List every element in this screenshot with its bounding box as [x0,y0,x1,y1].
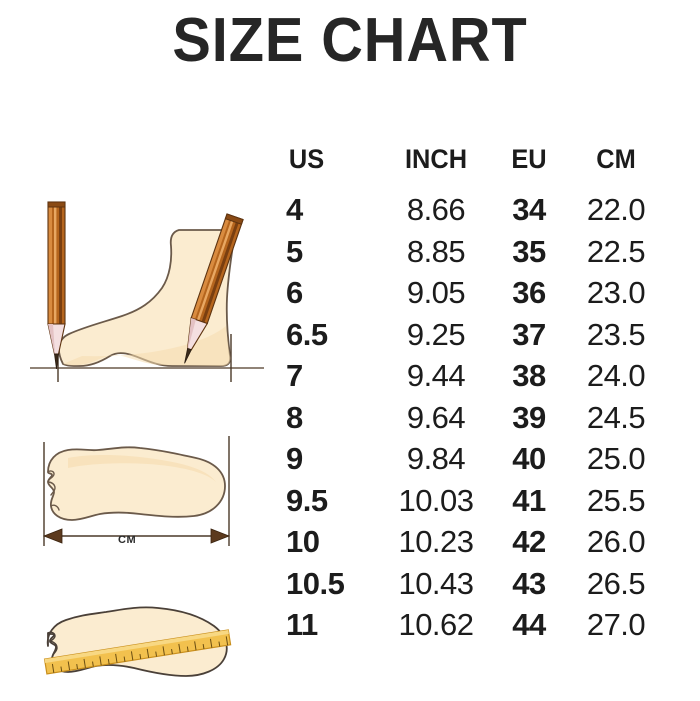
cell-cm: 24.5 [586,399,646,435]
cell-cm: 23.0 [586,275,646,310]
cell-us: 8 [286,399,303,435]
cell-eu: 36 [512,275,546,310]
footprint-dimension-illustration [28,424,248,559]
dimension-extension-lines [43,436,230,546]
cell-inch: 9.05 [406,275,466,310]
foot-side-view-with-pencils-illustration [22,196,272,391]
cell-eu: 37 [512,316,546,352]
table-row: 7 9.44 38 24.0 [286,355,664,397]
table-row: 5 8.85 35 22.5 [286,231,664,273]
cell-eu: 41 [512,482,546,518]
footprint-toe-scallops [47,470,60,511]
cell-us: 10 [286,524,320,559]
dimension-label-cm: CM [118,534,137,546]
size-chart-table-wrapper: US INCH EU CM 4 8.66 34 22.0 5 8.85 35 22.5 6 9.0… [286,144,664,646]
cell-inch: 8.85 [406,233,466,269]
cell-us: 9.5 [286,482,328,518]
table-row: 6 9.05 36 23.0 [286,272,664,314]
cell-inch: 10.43 [398,565,474,601]
size-chart-table: US INCH EU CM 4 8.66 34 22.0 5 8.85 35 22.5 6 9.0… [286,144,664,646]
cell-eu: 39 [512,399,546,435]
cell-eu: 38 [512,358,546,393]
cell-inch: 10.03 [398,482,474,518]
cell-eu: 43 [512,565,546,601]
cell-eu: 35 [512,233,546,269]
pencil-right [184,213,244,364]
cell-inch: 9.44 [406,358,466,393]
column-header-cm: CM [596,144,636,174]
cell-inch: 9.64 [406,399,466,435]
table-row: 8 9.64 39 24.5 [286,397,664,439]
table-row: 6.5 9.25 37 23.5 [286,314,664,356]
cell-cm: 23.5 [586,316,646,352]
cell-cm: 25.5 [586,482,646,518]
table-row: 10 10.23 42 26.0 [286,521,664,563]
table-body: 4 8.66 34 22.0 5 8.85 35 22.5 6 9.05 36 23.0 6.5 9.25… [286,189,664,646]
pencil-left [47,201,66,370]
cell-inch: 10.62 [398,607,474,642]
cell-cm: 25.0 [586,441,646,476]
cell-us: 6.5 [286,316,328,352]
cell-inch: 9.25 [406,316,466,352]
dimension-arrow-cm [42,528,231,544]
table-row: 11 10.62 44 27.0 [286,604,664,646]
measuring-tape [43,629,232,675]
cell-inch: 9.84 [406,441,466,476]
cell-us: 6 [286,275,303,310]
cell-cm: 24.0 [586,358,646,393]
cell-eu: 44 [512,607,546,642]
cell-inch: 8.66 [406,192,466,227]
column-header-inch: INCH [404,144,468,174]
cell-cm: 26.0 [586,524,646,559]
table-row: 9 9.84 40 25.0 [286,438,664,480]
column-header-us: US [288,144,325,174]
cell-cm: 22.5 [586,233,646,269]
cell-us: 11 [286,607,318,642]
cell-us: 7 [286,358,303,393]
cell-cm: 26.5 [586,565,646,601]
column-header-eu: EU [511,144,547,174]
cell-us: 5 [286,233,303,269]
cell-eu: 42 [512,524,546,559]
table-row: 4 8.66 34 22.0 [286,189,664,231]
cell-eu: 34 [512,192,546,227]
table-row: 9.5 10.03 41 25.5 [286,480,664,522]
table-row: 10.5 10.43 43 26.5 [286,563,664,605]
cell-inch: 10.23 [398,524,474,559]
page-title: SIZE CHART [172,6,528,75]
table-header-row: US INCH EU CM [286,144,664,189]
footprint-arch-shading [68,455,216,482]
cell-cm: 27.0 [586,607,646,642]
tape-tick-marks [51,636,229,673]
cell-eu: 40 [512,441,546,476]
footprint-measuring-tape-illustration [30,586,250,701]
cell-cm: 22.0 [586,192,646,227]
cell-us: 4 [286,192,303,227]
cell-us: 9 [286,441,303,476]
cell-us: 10.5 [286,565,345,601]
